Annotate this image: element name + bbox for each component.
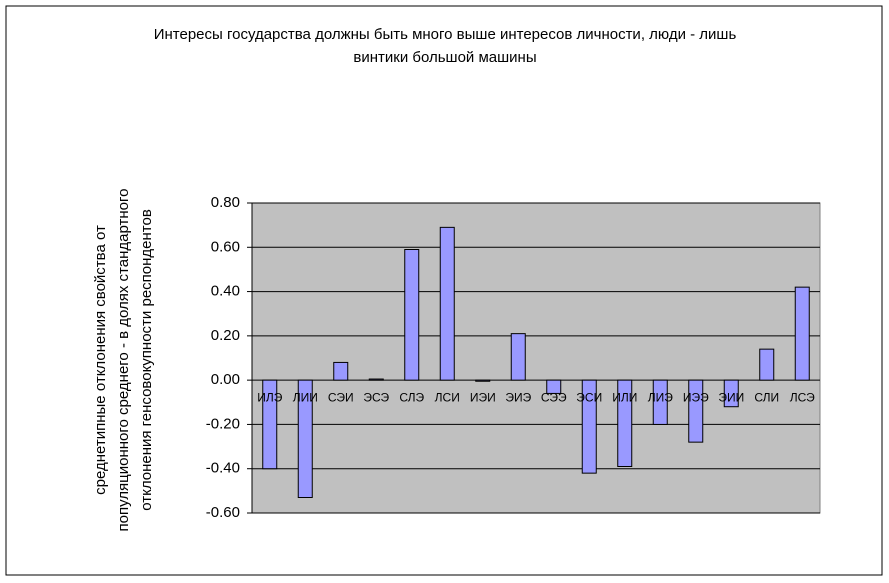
bar — [688, 379, 704, 443]
bar — [759, 348, 775, 381]
x-tick-label: СЛЭ — [399, 390, 424, 404]
y-tick-label: -0.60 — [206, 504, 240, 521]
x-tick-label: СЭИ — [328, 390, 354, 404]
y-tick-label: 0.00 — [211, 371, 240, 388]
x-tick-label: ЛИЭ — [648, 390, 674, 404]
x-tick-label: ИЭЭ — [683, 390, 709, 404]
bar — [652, 379, 668, 425]
bar — [723, 379, 739, 408]
y-tick-label: -0.20 — [206, 415, 240, 432]
x-tick-label: ЭСЭ — [363, 390, 389, 404]
bar — [333, 361, 349, 381]
y-tick-label: -0.40 — [206, 460, 240, 477]
y-axis-title-line: среднетипные отклонения свойства от — [92, 225, 109, 495]
chart-title: Интересы государства должны быть много в… — [154, 26, 737, 43]
y-axis-title: среднетипные отклонения свойства от попу… — [92, 189, 155, 532]
y-axis-title-line: отклонения генсовокупности респондентов — [138, 209, 155, 511]
y-axis-title-line: популяционного среднего - в долях станда… — [115, 189, 132, 532]
x-tick-label: ЛСЭ — [790, 390, 815, 404]
bar — [794, 286, 810, 381]
y-tick-label: 0.20 — [211, 327, 240, 344]
x-tick-label: ЭИИ — [718, 390, 744, 404]
bar — [368, 378, 384, 381]
y-tick-label: 0.80 — [211, 194, 240, 211]
bar — [404, 249, 420, 381]
x-tick-label: СЭЭ — [541, 390, 567, 404]
y-tick-label: 0.60 — [211, 238, 240, 255]
bar — [475, 379, 491, 382]
x-tick-label: ИЛИ — [612, 390, 637, 404]
x-tick-label: ЭИЭ — [505, 390, 531, 404]
bar — [617, 379, 633, 467]
x-tick-label: ЛИИ — [293, 390, 318, 404]
bar — [581, 379, 597, 474]
bar — [546, 379, 562, 394]
plot-area — [251, 202, 821, 514]
bar — [262, 379, 278, 470]
x-tick-label: СЛИ — [754, 390, 779, 404]
bar — [439, 226, 455, 381]
y-tick-label: 0.40 — [211, 283, 240, 300]
chart-title: винтики большой машины — [353, 49, 536, 66]
x-tick-label: ИЛЭ — [257, 390, 283, 404]
bar — [510, 333, 526, 381]
bar — [297, 379, 313, 498]
x-tick-label: ЛСИ — [435, 390, 460, 404]
x-tick-label: ИЭИ — [470, 390, 496, 404]
x-tick-label: ЭСИ — [576, 390, 602, 404]
